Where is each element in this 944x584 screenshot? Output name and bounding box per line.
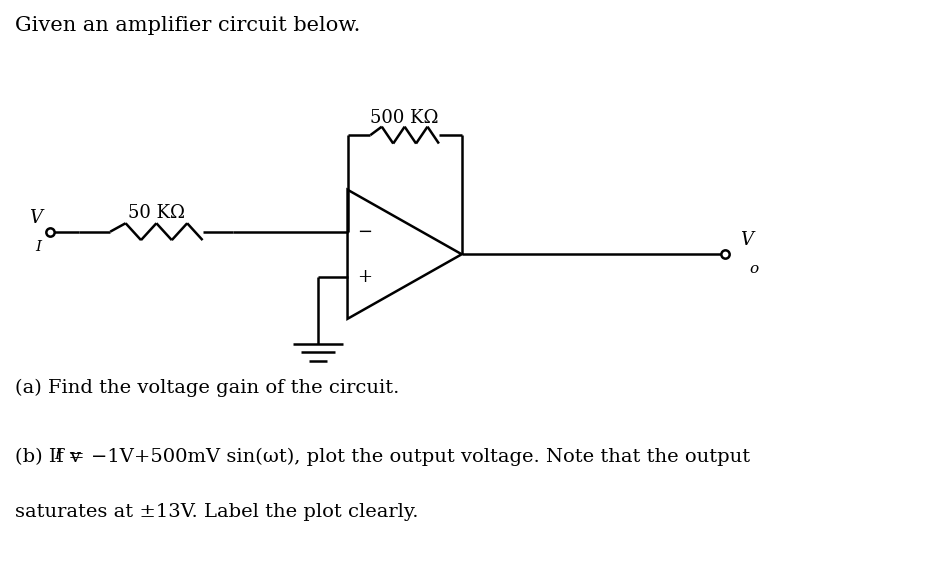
Text: V: V [740,231,752,249]
Text: (a) Find the voltage gain of the circuit.: (a) Find the voltage gain of the circuit… [15,378,399,397]
Text: I: I [36,239,42,253]
Text: Given an amplifier circuit below.: Given an amplifier circuit below. [15,16,361,35]
Text: 500 KΩ: 500 KΩ [370,109,439,127]
Text: +: + [358,268,373,286]
Text: −: − [358,223,373,241]
Text: saturates at ±13V. Label the plot clearly.: saturates at ±13V. Label the plot clearl… [15,502,418,520]
Text: o: o [750,262,759,276]
Text: = −1V+500mV sin(ωt), plot the output voltage. Note that the output: = −1V+500mV sin(ωt), plot the output vol… [61,448,750,466]
Text: V: V [28,208,42,227]
Text: 50 KΩ: 50 KΩ [127,204,185,222]
Text: I: I [55,448,60,462]
Text: (b) If v: (b) If v [15,448,81,466]
